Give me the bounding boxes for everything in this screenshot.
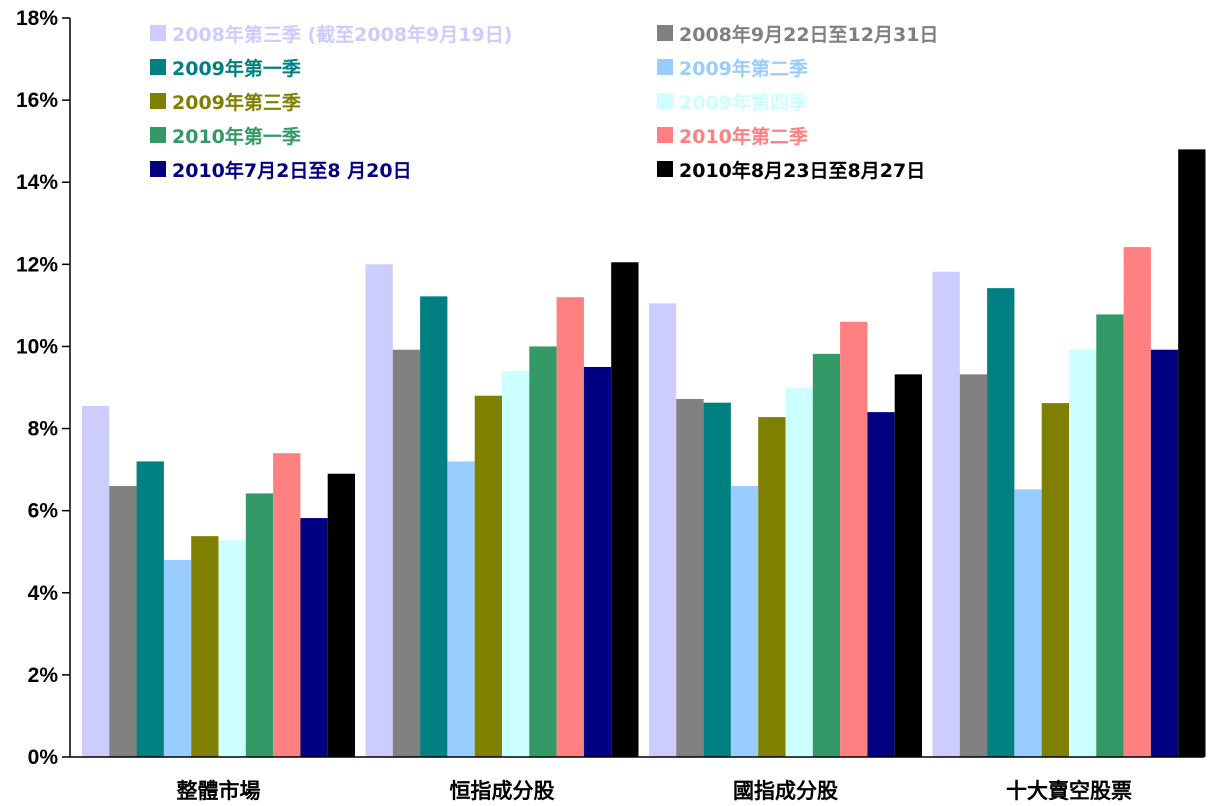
y-tick-label: 0% <box>28 746 59 769</box>
legend-swatch <box>657 93 673 109</box>
bar <box>1150 349 1179 757</box>
bar <box>447 461 475 757</box>
x-category-label: 整體市場 <box>177 779 261 803</box>
bar <box>1041 403 1069 757</box>
legend-label: 2009年第一季 <box>172 57 301 80</box>
bar <box>191 536 219 757</box>
bar <box>840 321 868 757</box>
y-tick-label: 4% <box>28 582 59 605</box>
y-axis-ticks: 0% 2% 4% 6% 8% 10% 12% 14% 16% 18% <box>16 7 70 769</box>
legend-label: 2008年第三季 (截至2008年9月19日) <box>172 23 512 46</box>
legend-swatch <box>150 161 166 177</box>
legend-label: 2009年第四季 <box>679 91 808 114</box>
legend-label: 2009年第二季 <box>679 57 808 80</box>
x-axis-labels: 整體市場 恒指成分股 國指成分股 十大賣空股票 <box>177 779 1133 803</box>
y-tick-label: 2% <box>28 664 59 687</box>
legend-swatch <box>657 59 673 75</box>
y-tick-label: 8% <box>28 418 59 441</box>
bar <box>327 473 355 757</box>
bar <box>1123 247 1151 757</box>
bar <box>676 398 704 757</box>
bar <box>1096 314 1124 757</box>
bar <box>611 262 639 757</box>
legend-swatch <box>150 93 166 109</box>
bar <box>529 346 557 757</box>
bar <box>420 296 448 757</box>
legend-label: 2009年第三季 <box>172 91 301 114</box>
bar <box>245 493 274 757</box>
bar <box>109 486 137 757</box>
legend-label: 2008年9月22日至12月31日 <box>679 23 938 46</box>
x-category-label: 十大賣空股票 <box>1006 779 1132 803</box>
bar <box>894 374 922 757</box>
bar <box>474 395 502 757</box>
bar <box>785 387 813 757</box>
bar <box>502 371 530 757</box>
bar <box>1178 149 1206 757</box>
legend-label: 2010年8月23日至8月27日 <box>679 159 925 182</box>
bar <box>300 518 328 757</box>
bars <box>82 149 1206 757</box>
bar <box>136 461 164 757</box>
bar <box>556 297 584 757</box>
legend-swatch <box>150 25 166 41</box>
bar <box>959 374 988 757</box>
y-tick-label: 10% <box>16 335 58 358</box>
bar <box>812 353 841 757</box>
legend-label: 2010年第二季 <box>679 125 808 148</box>
bar <box>82 405 110 757</box>
y-tick-label: 14% <box>16 171 58 194</box>
y-tick-label: 6% <box>28 500 59 523</box>
legend-swatch <box>150 59 166 75</box>
bar <box>730 486 759 757</box>
x-category-label: 恒指成分股 <box>450 779 555 803</box>
legend-swatch <box>657 127 673 143</box>
y-tick-label: 18% <box>16 7 58 30</box>
bar <box>583 366 612 757</box>
bar <box>1014 489 1042 757</box>
bar <box>365 264 393 757</box>
legend-swatch <box>150 127 166 143</box>
legend-swatch <box>657 161 673 177</box>
bar <box>867 412 895 757</box>
y-tick-label: 12% <box>16 253 58 276</box>
legend-label: 2010年第一季 <box>172 125 301 148</box>
bar <box>392 349 421 757</box>
legend: 2008年第三季 (截至2008年9月19日) 2008年9月22日至12月31日… <box>150 23 938 182</box>
bar <box>987 288 1015 757</box>
bar <box>1069 349 1097 757</box>
x-category-label: 國指成分股 <box>733 779 838 803</box>
bar <box>932 271 960 757</box>
bar <box>649 303 677 757</box>
legend-label: 2010年7月2日至8 月20日 <box>172 159 412 182</box>
legend-swatch <box>657 25 673 41</box>
bar <box>273 453 301 757</box>
bar <box>163 559 192 757</box>
bar <box>758 417 786 757</box>
y-tick-label: 16% <box>16 89 58 112</box>
bar <box>703 402 731 757</box>
bar <box>218 540 246 757</box>
